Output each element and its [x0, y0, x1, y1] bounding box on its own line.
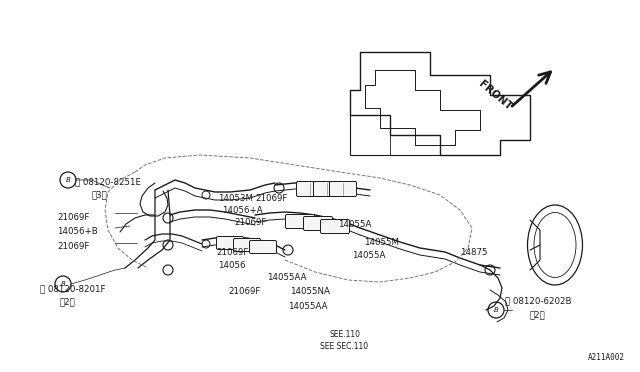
Text: 21069F: 21069F: [228, 287, 260, 296]
FancyBboxPatch shape: [296, 182, 323, 196]
FancyBboxPatch shape: [250, 241, 276, 253]
Text: SEE.110: SEE.110: [330, 330, 361, 339]
Text: B: B: [61, 281, 65, 287]
FancyBboxPatch shape: [314, 182, 340, 196]
Text: 21069F: 21069F: [255, 194, 287, 203]
Text: SEE SEC.110: SEE SEC.110: [320, 342, 368, 351]
Text: FRONT: FRONT: [477, 79, 513, 112]
Text: （3）: （3）: [92, 190, 108, 199]
FancyBboxPatch shape: [321, 219, 349, 234]
Text: B: B: [66, 177, 70, 183]
Text: 14055AA: 14055AA: [288, 302, 328, 311]
Text: Ⓑ 08120-8251E: Ⓑ 08120-8251E: [75, 177, 141, 186]
Text: 21069F: 21069F: [216, 248, 248, 257]
Text: 14055A: 14055A: [338, 220, 371, 229]
Text: 21069F: 21069F: [57, 242, 90, 251]
FancyBboxPatch shape: [216, 237, 243, 250]
Text: Ⓑ 08120-6202B: Ⓑ 08120-6202B: [505, 296, 572, 305]
Text: 21069F: 21069F: [234, 218, 266, 227]
Text: 21069F: 21069F: [57, 213, 90, 222]
FancyBboxPatch shape: [303, 217, 333, 231]
FancyBboxPatch shape: [330, 182, 356, 196]
Text: 14875: 14875: [460, 248, 488, 257]
Text: 〈2〉: 〈2〉: [60, 297, 76, 306]
Text: 14056+B: 14056+B: [57, 227, 98, 236]
Text: 14056+A: 14056+A: [222, 206, 262, 215]
FancyBboxPatch shape: [234, 238, 260, 251]
Text: Ⓑ 08120-8201F: Ⓑ 08120-8201F: [40, 284, 106, 293]
Text: B: B: [493, 307, 499, 313]
Text: 14055M: 14055M: [364, 238, 399, 247]
FancyBboxPatch shape: [285, 215, 314, 228]
Text: 14055A: 14055A: [352, 251, 385, 260]
Text: A211A002: A211A002: [588, 353, 625, 362]
Text: 14056: 14056: [218, 261, 246, 270]
Text: 14053M: 14053M: [218, 194, 253, 203]
Text: 14055AA: 14055AA: [267, 273, 307, 282]
Text: 14055NA: 14055NA: [290, 287, 330, 296]
Text: （2）: （2）: [530, 310, 546, 319]
